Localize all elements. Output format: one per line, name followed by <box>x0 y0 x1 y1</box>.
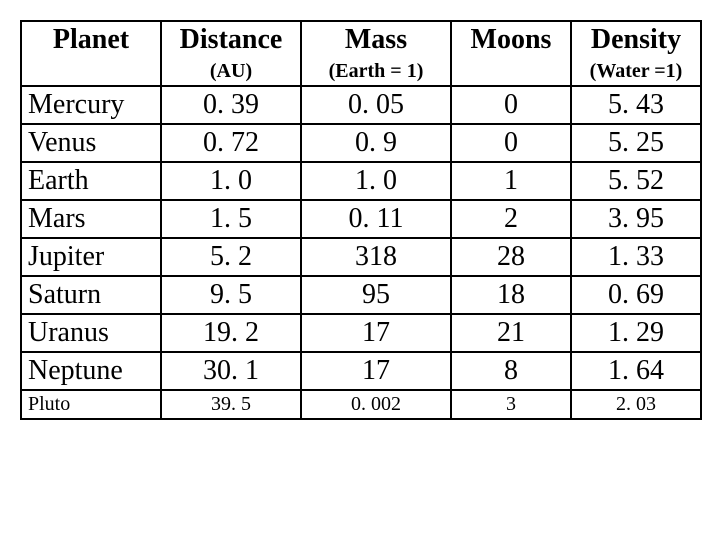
cell-planet: Saturn <box>21 276 161 314</box>
cell-distance: 9. 5 <box>161 276 301 314</box>
cell-planet: Neptune <box>21 352 161 390</box>
cell-moons: 1 <box>451 162 571 200</box>
cell-density: 2. 03 <box>571 390 701 419</box>
cell-moons: 2 <box>451 200 571 238</box>
col-unit-mass: (Earth = 1) <box>301 58 451 86</box>
cell-density: 1. 64 <box>571 352 701 390</box>
cell-density: 5. 52 <box>571 162 701 200</box>
col-unit-planet <box>21 58 161 86</box>
cell-moons: 21 <box>451 314 571 352</box>
table-row: Saturn 9. 5 95 18 0. 69 <box>21 276 701 314</box>
cell-planet: Uranus <box>21 314 161 352</box>
cell-moons: 0 <box>451 86 571 124</box>
cell-planet: Earth <box>21 162 161 200</box>
cell-moons: 28 <box>451 238 571 276</box>
col-unit-distance: (AU) <box>161 58 301 86</box>
cell-mass: 318 <box>301 238 451 276</box>
table-row: Uranus 19. 2 17 21 1. 29 <box>21 314 701 352</box>
cell-density: 3. 95 <box>571 200 701 238</box>
col-unit-moons <box>451 58 571 86</box>
cell-mass: 17 <box>301 352 451 390</box>
col-header-distance: Distance <box>161 21 301 58</box>
planet-table: Planet Distance Mass Moons Density (AU) … <box>20 20 702 420</box>
cell-density: 5. 25 <box>571 124 701 162</box>
cell-planet: Mercury <box>21 86 161 124</box>
cell-moons: 18 <box>451 276 571 314</box>
table-row: Neptune 30. 1 17 8 1. 64 <box>21 352 701 390</box>
table-row: Mars 1. 5 0. 11 2 3. 95 <box>21 200 701 238</box>
header-row-2: (AU) (Earth = 1) (Water =1) <box>21 58 701 86</box>
cell-density: 1. 33 <box>571 238 701 276</box>
cell-mass: 95 <box>301 276 451 314</box>
cell-distance: 0. 39 <box>161 86 301 124</box>
cell-distance: 30. 1 <box>161 352 301 390</box>
cell-distance: 0. 72 <box>161 124 301 162</box>
col-header-density: Density <box>571 21 701 58</box>
cell-mass: 0. 002 <box>301 390 451 419</box>
cell-density: 5. 43 <box>571 86 701 124</box>
header-row-1: Planet Distance Mass Moons Density <box>21 21 701 58</box>
col-header-planet: Planet <box>21 21 161 58</box>
cell-mass: 1. 0 <box>301 162 451 200</box>
col-unit-density: (Water =1) <box>571 58 701 86</box>
cell-distance: 39. 5 <box>161 390 301 419</box>
cell-distance: 5. 2 <box>161 238 301 276</box>
cell-distance: 19. 2 <box>161 314 301 352</box>
table-row: Jupiter 5. 2 318 28 1. 33 <box>21 238 701 276</box>
cell-density: 0. 69 <box>571 276 701 314</box>
table-row-footer: Pluto 39. 5 0. 002 3 2. 03 <box>21 390 701 419</box>
col-header-mass: Mass <box>301 21 451 58</box>
cell-planet: Pluto <box>21 390 161 419</box>
table-row: Venus 0. 72 0. 9 0 5. 25 <box>21 124 701 162</box>
table-row: Earth 1. 0 1. 0 1 5. 52 <box>21 162 701 200</box>
cell-moons: 3 <box>451 390 571 419</box>
cell-planet: Jupiter <box>21 238 161 276</box>
cell-mass: 17 <box>301 314 451 352</box>
table-row: Mercury 0. 39 0. 05 0 5. 43 <box>21 86 701 124</box>
cell-moons: 8 <box>451 352 571 390</box>
cell-mass: 0. 9 <box>301 124 451 162</box>
cell-distance: 1. 5 <box>161 200 301 238</box>
cell-density: 1. 29 <box>571 314 701 352</box>
col-header-moons: Moons <box>451 21 571 58</box>
cell-mass: 0. 05 <box>301 86 451 124</box>
cell-planet: Venus <box>21 124 161 162</box>
cell-mass: 0. 11 <box>301 200 451 238</box>
cell-distance: 1. 0 <box>161 162 301 200</box>
cell-planet: Mars <box>21 200 161 238</box>
cell-moons: 0 <box>451 124 571 162</box>
